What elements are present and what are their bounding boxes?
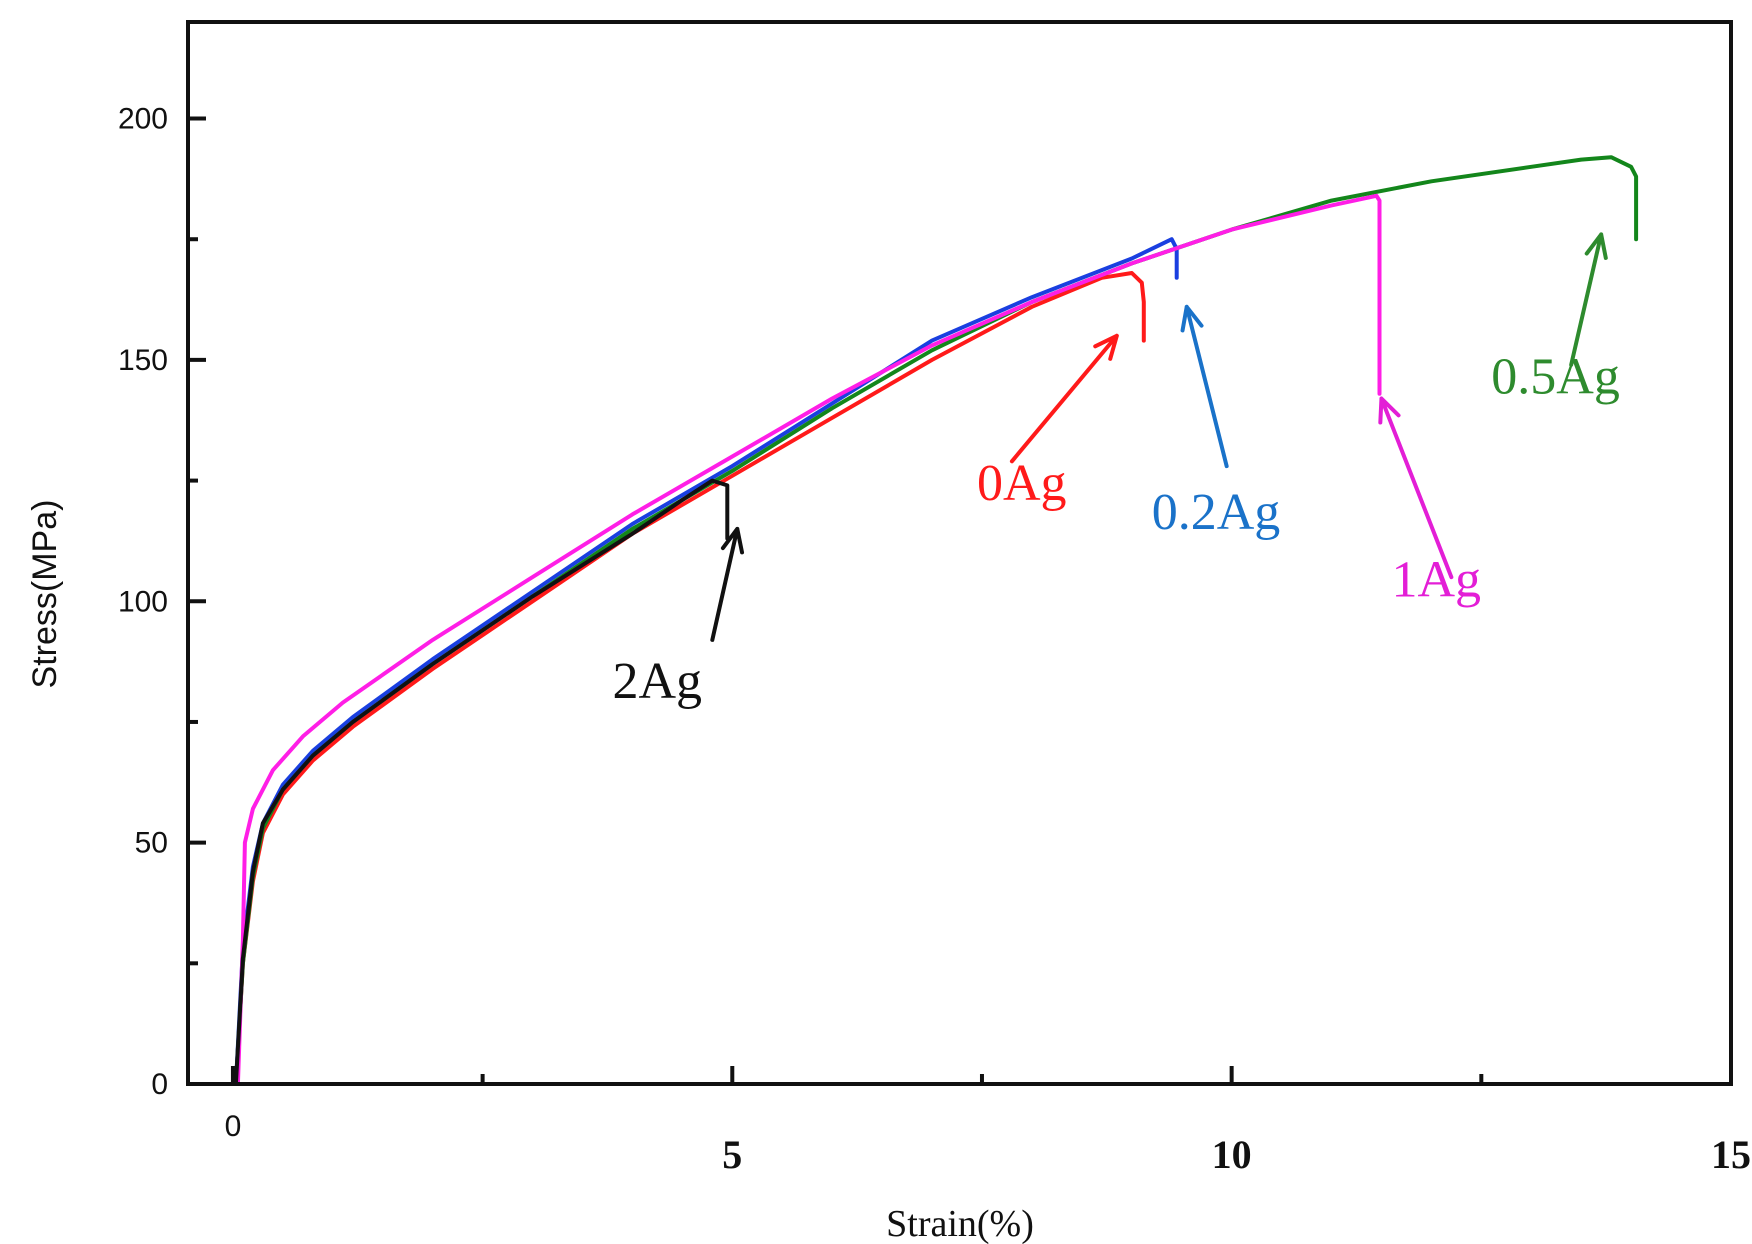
x-tick-label: 10 xyxy=(1212,1132,1252,1177)
x-tick-label: 5 xyxy=(722,1132,742,1177)
tick-layer: 0 50 100 150 200 0 5 10 15 xyxy=(118,103,1751,1177)
y-tick-label: 150 xyxy=(118,344,168,377)
annotation-label-1ag: 1Ag xyxy=(1391,551,1481,608)
series-layer xyxy=(233,155,1639,1086)
annotation-label-0-5ag: 0.5Ag xyxy=(1491,349,1620,406)
annotation-arrow-2ag xyxy=(710,526,745,642)
plot-frame xyxy=(186,20,1733,1086)
annotation-arrow-0ag xyxy=(1009,333,1119,464)
annotation-label-0-2ag: 0.2Ag xyxy=(1152,484,1281,541)
x-tick-label: 15 xyxy=(1711,1132,1751,1177)
y-tick-label: 100 xyxy=(118,585,168,618)
y-tick-label: 200 xyxy=(118,103,168,136)
annotation-layer: 0Ag 0.2Ag 0.5Ag 1Ag 2Ag xyxy=(612,232,1620,710)
y-tick-label: 0 xyxy=(151,1068,168,1101)
annotation-arrow-0-2ag xyxy=(1180,304,1229,469)
annotation-label-0ag: 0Ag xyxy=(977,455,1067,512)
y-tick-label: 50 xyxy=(135,827,168,860)
x-tick-label: 0 xyxy=(225,1110,242,1143)
y-axis-label: Stress(MPa) xyxy=(26,500,64,689)
x-axis-label: Strain(%) xyxy=(886,1203,1034,1244)
annotation-arrow-1ag xyxy=(1378,396,1454,580)
series-line-1ag xyxy=(235,193,1382,1086)
annotation-label-2ag: 2Ag xyxy=(612,653,702,710)
annotation-arrow-0-5ag xyxy=(1569,232,1608,367)
series-line-2ag xyxy=(233,478,730,1086)
